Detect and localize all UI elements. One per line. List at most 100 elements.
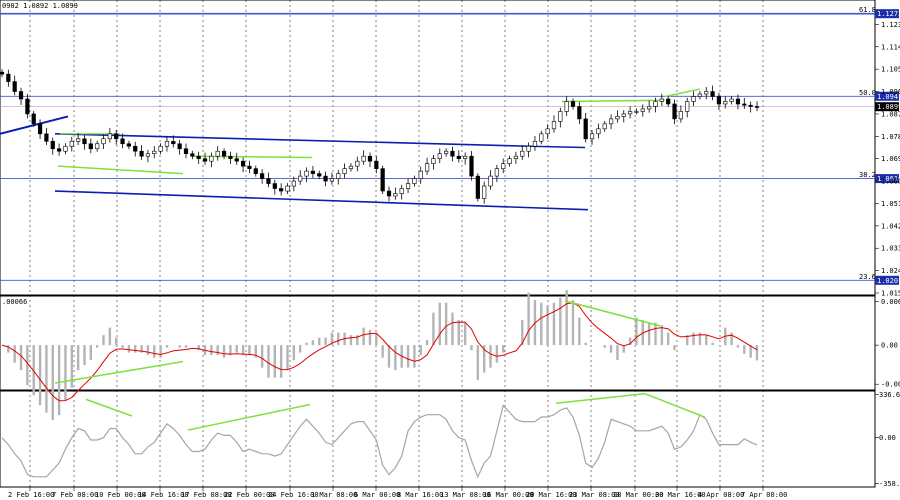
candle-bear bbox=[240, 160, 246, 167]
price-tick-label: 1.1140 bbox=[881, 43, 900, 51]
candle-bear bbox=[469, 155, 474, 177]
candle-bear bbox=[0, 71, 5, 75]
current-price-badge bbox=[875, 102, 899, 112]
price-tick-label: 1.0600 bbox=[881, 178, 900, 186]
time-tick-label: 24 Feb 16:00 bbox=[268, 491, 319, 499]
candle-bull bbox=[482, 185, 487, 199]
candle-bear bbox=[386, 190, 392, 197]
candle-bull bbox=[215, 150, 220, 157]
cci-tick-label: -358.398 bbox=[879, 480, 900, 488]
time-tick-label: 14 Feb 16:00 bbox=[138, 491, 189, 499]
channel-upper-line-extension bbox=[529, 145, 586, 149]
candle-bear bbox=[735, 98, 741, 105]
cci-tick-label: 0.00 bbox=[879, 434, 896, 442]
price-tick-label: 1.0780 bbox=[881, 133, 900, 141]
candle-bear bbox=[114, 133, 119, 140]
fib-price-badge bbox=[875, 174, 899, 184]
candle-bear bbox=[82, 138, 87, 145]
candle-bear bbox=[126, 143, 131, 147]
candle-bull bbox=[418, 170, 423, 179]
candle-bull bbox=[361, 155, 366, 162]
candle-bull bbox=[348, 165, 354, 169]
candle-bull bbox=[437, 153, 442, 159]
candle-bear bbox=[570, 101, 576, 107]
candle-bull bbox=[507, 158, 512, 164]
candle-bear bbox=[177, 143, 182, 150]
cci-panel[interactable] bbox=[0, 390, 876, 488]
candle-bear bbox=[88, 143, 93, 150]
candle-bull bbox=[152, 150, 157, 155]
candle-bull bbox=[697, 93, 702, 97]
candle-bear bbox=[57, 148, 62, 152]
candle-bear bbox=[18, 91, 24, 100]
time-tick-label: 8 Mar 16:00 bbox=[397, 491, 443, 499]
channel-upper-line bbox=[54, 133, 531, 148]
candle-bull bbox=[729, 98, 734, 102]
candle-bull bbox=[145, 153, 151, 157]
candle-bear bbox=[50, 140, 55, 150]
candle-bull bbox=[158, 145, 163, 152]
candle-bear bbox=[742, 103, 747, 106]
price-tick-label: 1.0690 bbox=[881, 155, 900, 163]
time-tick-label: 13 Mar 08:00 bbox=[440, 491, 491, 499]
fib-price-badge bbox=[875, 9, 899, 19]
candle-bear bbox=[323, 175, 328, 182]
candle-bull bbox=[107, 133, 112, 140]
candle-bear bbox=[253, 168, 258, 174]
candle-bear bbox=[44, 133, 49, 142]
time-tick-label: 17 Feb 08:00 bbox=[181, 491, 232, 499]
divergence-line bbox=[561, 99, 666, 103]
candle-bull bbox=[685, 101, 690, 112]
fib-price-badge-text: 1.0941 bbox=[877, 93, 900, 101]
candle-bull bbox=[355, 160, 360, 167]
candle-bull bbox=[723, 101, 728, 105]
candle-bear bbox=[247, 165, 252, 169]
fib-price-badge-text: 1.0201 bbox=[877, 277, 900, 285]
macd-corner-label: .00066 bbox=[2, 298, 27, 306]
fib-level-label: 50.0 bbox=[859, 89, 876, 97]
price-tick-label: 1.1230 bbox=[881, 21, 900, 29]
candle-bear bbox=[183, 148, 189, 155]
candle-bear bbox=[196, 155, 201, 159]
candle-bull bbox=[647, 106, 652, 110]
macd-panel[interactable] bbox=[0, 295, 876, 391]
candle-bull bbox=[424, 163, 430, 172]
cci-divergence-line bbox=[555, 392, 646, 404]
candle-bull bbox=[526, 145, 531, 152]
candle-bear bbox=[310, 170, 315, 174]
candle-bull bbox=[551, 121, 557, 130]
price-panel[interactable] bbox=[0, 0, 876, 296]
candle-bull bbox=[76, 138, 81, 142]
candle-bull bbox=[628, 111, 633, 115]
time-tick-label: 2 Feb 16:00 bbox=[8, 491, 54, 499]
time-tick-label: 30 Mar 16:00 bbox=[655, 491, 706, 499]
time-tick-label: 7 Apr 00:00 bbox=[741, 491, 787, 499]
candle-bull bbox=[532, 140, 538, 147]
time-tick-label: 23 Mar 08:00 bbox=[569, 491, 620, 499]
divergence-line bbox=[664, 88, 701, 98]
candle-bull bbox=[488, 175, 493, 187]
price-tick-label: 1.0510 bbox=[881, 200, 900, 208]
time-tick-label: 28 Mar 00:00 bbox=[613, 491, 664, 499]
candle-bull bbox=[678, 111, 683, 120]
candle-bear bbox=[577, 106, 582, 120]
candle-bull bbox=[653, 101, 658, 107]
macd-signal-line bbox=[1, 302, 758, 402]
price-tick-label: 1.1050 bbox=[881, 66, 900, 74]
channel-lower-line bbox=[54, 190, 589, 211]
candle-bull bbox=[640, 108, 645, 112]
candle-bull bbox=[621, 113, 626, 117]
time-tick-label: 1 Mar 08:00 bbox=[311, 491, 357, 499]
candle-bull bbox=[63, 145, 68, 152]
price-tick-label: 1.0420 bbox=[881, 222, 900, 230]
time-tick-label: 16 Mar 00:00 bbox=[483, 491, 534, 499]
candle-bull bbox=[704, 91, 709, 95]
candle-bear bbox=[133, 145, 138, 152]
cci-tick-label: 336.644 bbox=[879, 391, 900, 399]
candle-bear bbox=[583, 118, 588, 140]
candle-bull bbox=[615, 116, 620, 120]
candle-bear bbox=[475, 175, 480, 199]
time-tick-label: 22 Feb 00:00 bbox=[224, 491, 275, 499]
candle-bull bbox=[164, 140, 170, 147]
